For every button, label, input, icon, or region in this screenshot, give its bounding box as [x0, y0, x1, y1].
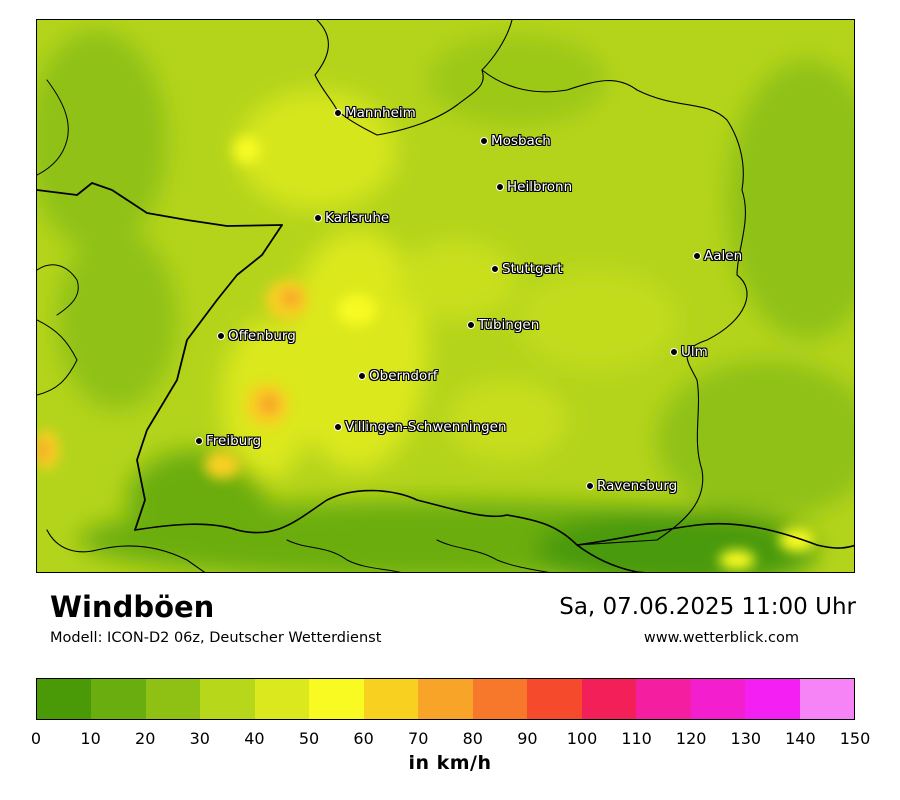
city-label: Oberndorf	[369, 368, 438, 384]
city-label: Heilbronn	[507, 179, 573, 195]
city-dot	[480, 137, 488, 145]
legend-color-segment	[527, 679, 582, 719]
city-label: Tübingen	[478, 317, 540, 333]
city-dot	[491, 265, 499, 273]
city-dot	[693, 252, 701, 260]
city-dot	[217, 332, 225, 340]
wind-gust-map: Mannheim Mosbach Heilbronn Karlsruhe Aal…	[36, 19, 855, 573]
city-dot	[670, 348, 678, 356]
legend-color-segment	[200, 679, 255, 719]
legend-tick-label: 40	[244, 729, 265, 748]
legend-tick-label: 20	[135, 729, 156, 748]
legend-tick-label: 140	[785, 729, 816, 748]
legend-color-segment	[690, 679, 746, 719]
legend-color-segment	[37, 679, 92, 719]
legend-tick-label: 0	[30, 729, 42, 748]
city-dot	[496, 183, 504, 191]
legend-tick-label: 110	[621, 729, 652, 748]
legend-tick-label: 150	[839, 729, 871, 748]
website-link[interactable]: www.wetterblick.com	[643, 630, 799, 646]
city-label: Stuttgart	[502, 261, 563, 277]
legend-color-segment	[363, 679, 419, 719]
legend-tick-label: 10	[80, 729, 101, 748]
legend-color-segment	[799, 679, 855, 719]
legend-tick-label: 100	[566, 729, 598, 748]
legend-tick-label: 30	[189, 729, 210, 748]
unit-label: in km/h	[408, 752, 492, 774]
legend-color-segment	[636, 679, 691, 719]
legend-tick-label: 130	[730, 729, 762, 748]
legend-color-segment	[145, 679, 201, 719]
color-scale-legend	[36, 678, 855, 720]
city-label: Ulm	[681, 344, 708, 360]
legend-tick-label: 60	[353, 729, 374, 748]
city-label: Aalen	[704, 248, 743, 264]
city-label: Offenburg	[228, 328, 296, 344]
map-background	[37, 20, 854, 572]
model-info: Modell: ICON-D2 06z, Deutscher Wetterdie…	[50, 630, 382, 646]
legend-tick-label: 90	[517, 729, 538, 748]
legend-tick-label: 80	[462, 729, 483, 748]
city-dot	[195, 437, 203, 445]
legend-color-segment	[581, 679, 637, 719]
city-dot	[334, 423, 342, 431]
city-dot	[358, 372, 366, 380]
city-dot	[586, 482, 594, 490]
city-label: Mannheim	[345, 105, 416, 121]
city-label: Freiburg	[206, 433, 262, 449]
city-label: Mosbach	[491, 133, 551, 149]
city-label: Villingen-Schwenningen	[345, 419, 507, 435]
legend-color-segment	[745, 679, 800, 719]
legend-color-segment	[254, 679, 310, 719]
legend-tick-label: 120	[675, 729, 707, 748]
map-title: Windböen	[50, 590, 215, 624]
legend-tick-label: 50	[298, 729, 320, 748]
legend-color-segment	[418, 679, 473, 719]
city-label: Ravensburg	[597, 478, 678, 494]
city-label: Karlsruhe	[325, 210, 390, 226]
legend-color-segment	[472, 679, 528, 719]
forecast-datetime: Sa, 07.06.2025 11:00 Uhr	[559, 594, 856, 620]
legend-tick-label: 70	[408, 729, 429, 748]
legend-color-segment	[309, 679, 364, 719]
city-dot	[334, 109, 342, 117]
city-dot	[314, 214, 322, 222]
legend-color-segment	[91, 679, 146, 719]
legend-tick-labels: 0 10 20 30 40 50 60 70 80 90 100 110 120 130 140 150	[31, 729, 870, 749]
city-dot	[467, 321, 475, 329]
